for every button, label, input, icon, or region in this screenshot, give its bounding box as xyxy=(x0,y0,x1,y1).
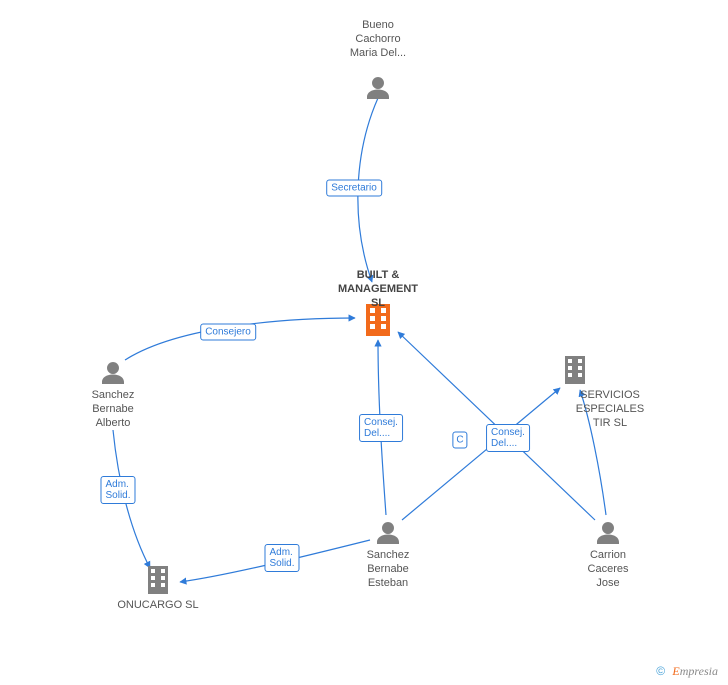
node-alberto[interactable]: SanchezBernabeAlberto xyxy=(68,388,158,430)
node-built[interactable]: BUILT &MANAGEMENT SL xyxy=(333,268,423,310)
copyright-symbol: © xyxy=(656,664,665,678)
node-esteban[interactable]: SanchezBernabeEsteban xyxy=(343,548,433,590)
building-icon xyxy=(148,566,168,594)
brand-initial: E xyxy=(672,664,679,678)
edge-label-partial: C xyxy=(452,432,467,449)
node-label: SanchezBernabeAlberto xyxy=(68,388,158,430)
building-icon xyxy=(565,356,585,384)
edge-label: Consejero xyxy=(200,324,256,341)
node-label: ONUCARGO SL xyxy=(113,598,203,612)
person-icon xyxy=(377,522,399,544)
node-servicios[interactable]: SERVICIOSESPECIALESTIR SL xyxy=(555,388,665,430)
node-label: SanchezBernabeEsteban xyxy=(343,548,433,590)
node-label: BuenoCachorroMaria Del... xyxy=(333,18,423,60)
edges xyxy=(113,98,606,582)
edge-esteban-servicios xyxy=(402,388,560,520)
node-label: BUILT &MANAGEMENT SL xyxy=(333,268,423,310)
watermark: © Empresia xyxy=(656,664,718,679)
node-onucargo[interactable]: ONUCARGO SL xyxy=(113,598,203,612)
edge-label: Adm.Solid. xyxy=(100,476,135,504)
edge-label: Consej.Del.... xyxy=(486,424,530,452)
edge-label: Adm.Solid. xyxy=(264,544,299,572)
person-icon xyxy=(367,77,389,99)
node-bueno[interactable]: BuenoCachorroMaria Del... xyxy=(333,18,423,60)
edge-label: Secretario xyxy=(326,180,382,197)
node-label: CarrionCaceresJose xyxy=(563,548,653,590)
node-label: SERVICIOSESPECIALESTIR SL xyxy=(555,388,665,430)
edge-label: Consej.Del.... xyxy=(359,414,403,442)
node-carrion[interactable]: CarrionCaceresJose xyxy=(563,548,653,590)
person-icon xyxy=(102,362,124,384)
brand-rest: mpresia xyxy=(680,664,718,678)
person-icon xyxy=(597,522,619,544)
